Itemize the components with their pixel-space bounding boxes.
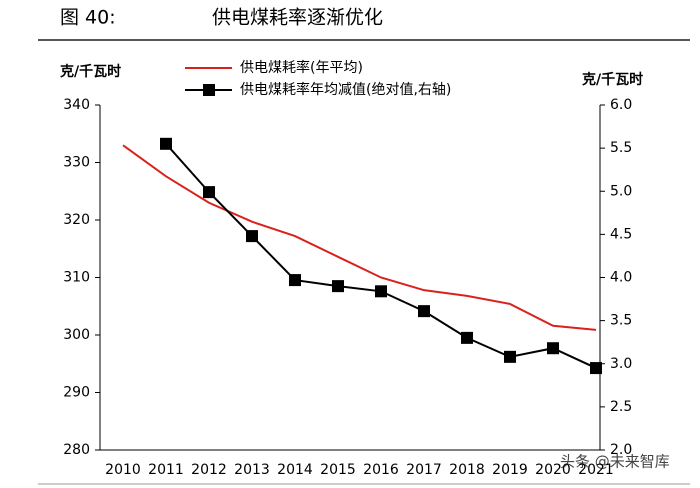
y2-tick-label: 2.0 — [610, 442, 632, 458]
y-tick-label: 310 — [63, 270, 90, 286]
series-marker — [289, 274, 301, 287]
series-marker — [246, 230, 258, 243]
x-tick-label: 2011 — [148, 462, 184, 478]
x-tick-label: 2020 — [535, 462, 571, 478]
x-tick-label: 2018 — [449, 462, 485, 478]
y2-tick-label: 3.5 — [610, 313, 632, 329]
y-tick-label: 320 — [63, 212, 90, 228]
series-line — [122, 144, 597, 331]
x-tick-label: 2013 — [234, 462, 270, 478]
x-tick-label: 2017 — [406, 462, 442, 478]
x-tick-label: 2010 — [105, 462, 141, 478]
series-marker — [203, 186, 215, 199]
y-tick-label: 340 — [63, 97, 90, 113]
x-tick-label: 2012 — [191, 462, 227, 478]
y-tick-label: 300 — [63, 327, 90, 343]
y2-tick-label: 3.0 — [610, 356, 632, 372]
y-axis-label: 克/千瓦时 — [60, 63, 121, 80]
legend-marker — [203, 84, 215, 96]
y2-tick-label: 4.5 — [610, 226, 632, 242]
y2-axis-label: 克/千瓦时 — [582, 71, 643, 88]
x-tick-label: 2021 — [578, 462, 614, 478]
series-marker — [375, 285, 387, 298]
series-marker — [332, 280, 344, 293]
x-tick-label: 2016 — [363, 462, 399, 478]
watermark: 头条 @未来智库 — [560, 453, 670, 471]
series-line — [165, 143, 597, 369]
y2-tick-label: 4.0 — [610, 270, 632, 286]
series-marker — [461, 331, 473, 344]
x-tick-label: 2015 — [320, 462, 356, 478]
y2-tick-label: 6.0 — [610, 97, 632, 113]
y2-tick-label: 2.5 — [610, 399, 632, 415]
series-marker — [418, 305, 430, 318]
y2-tick-label: 5.0 — [610, 183, 632, 199]
series-marker — [160, 137, 172, 150]
series-marker — [504, 350, 516, 363]
y-tick-label: 290 — [63, 385, 90, 401]
series-marker — [590, 362, 602, 375]
y2-tick-label: 5.5 — [610, 140, 632, 156]
legend-label: 供电煤耗率年均减值(绝对值,右轴) — [240, 81, 451, 98]
y-tick-label: 280 — [63, 442, 90, 458]
x-tick-label: 2014 — [277, 462, 313, 478]
figure-label: 图 40: — [60, 7, 116, 29]
x-tick-label: 2019 — [492, 462, 528, 478]
series-marker — [547, 342, 559, 355]
y-tick-label: 330 — [63, 155, 90, 171]
chart-title: 供电煤耗率逐渐优化 — [212, 7, 383, 29]
legend-label: 供电煤耗率(年平均) — [240, 59, 363, 76]
